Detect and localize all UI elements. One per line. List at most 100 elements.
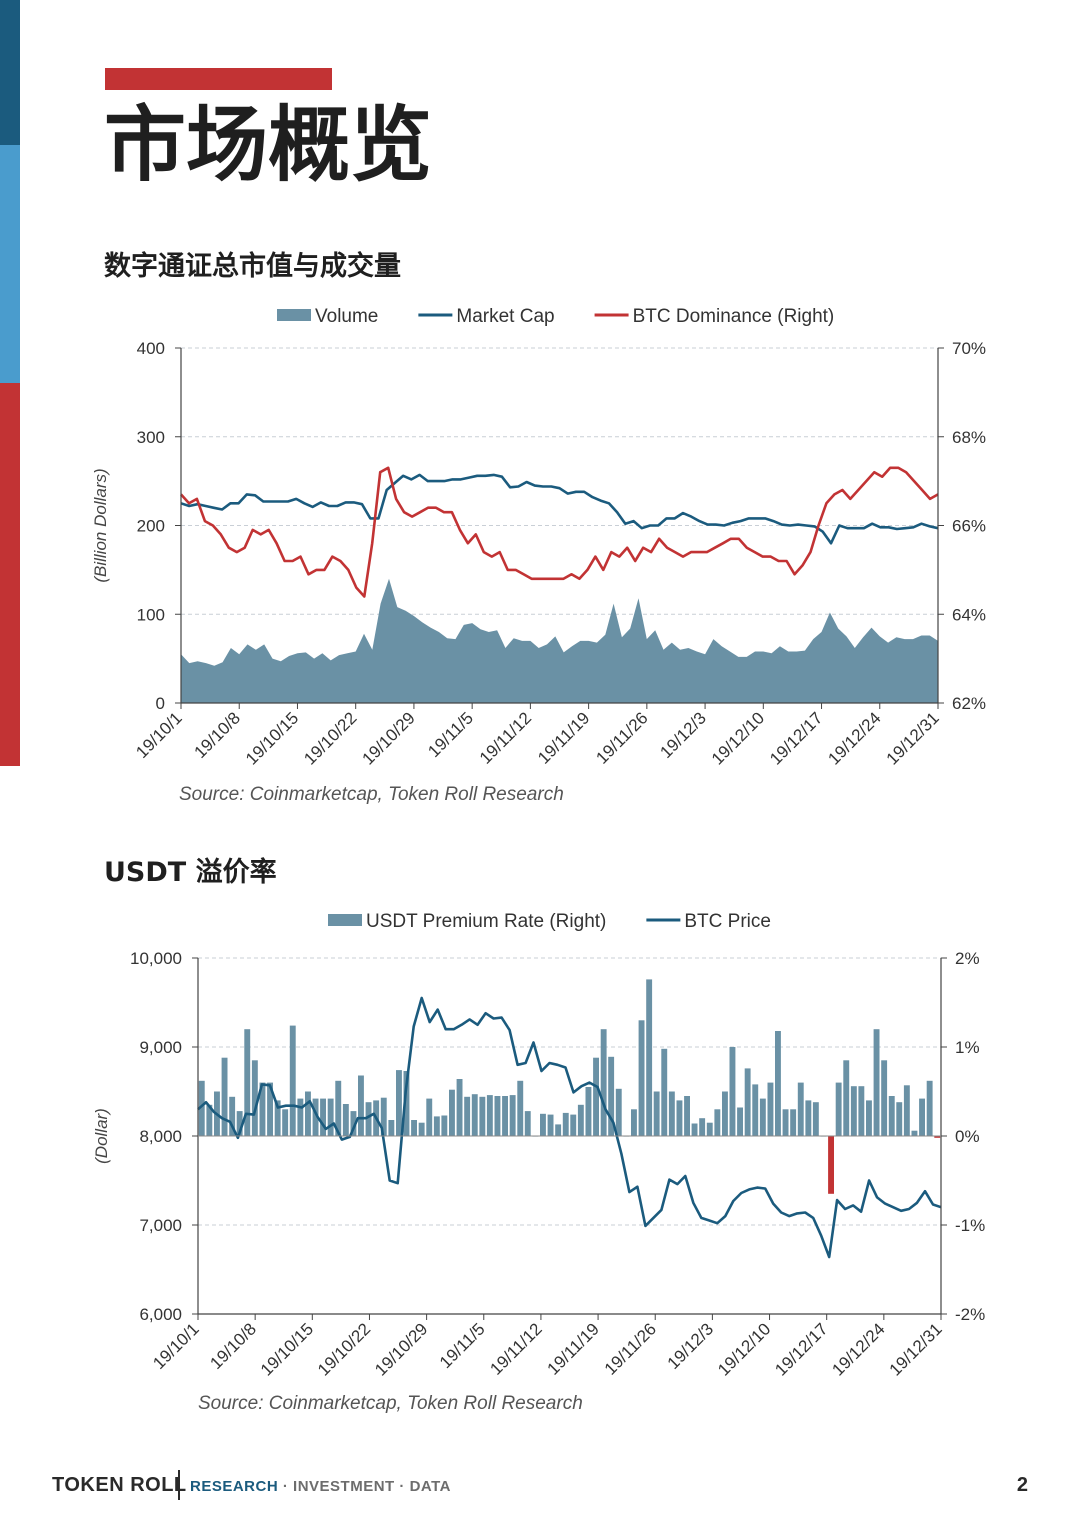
premium-bar bbox=[350, 1111, 357, 1136]
premium-bar bbox=[782, 1109, 789, 1136]
premium-bar bbox=[896, 1102, 903, 1136]
legend-swatch bbox=[328, 914, 362, 926]
premium-bar bbox=[388, 1120, 395, 1136]
premium-bar bbox=[540, 1113, 546, 1137]
premium-bar bbox=[873, 1029, 880, 1136]
premium-bar bbox=[509, 1095, 516, 1136]
premium-bar bbox=[502, 1096, 508, 1136]
premium-bar bbox=[312, 1098, 319, 1136]
premium-bar bbox=[653, 1091, 660, 1136]
premium-bar bbox=[380, 1097, 387, 1136]
y-tick-label: 8,000 bbox=[139, 1127, 182, 1146]
premium-bar bbox=[691, 1123, 698, 1136]
premium-bar bbox=[699, 1118, 706, 1136]
title-accent-bar bbox=[105, 68, 332, 90]
premium-bar bbox=[365, 1102, 372, 1136]
legend-label: Volume bbox=[315, 306, 378, 327]
premium-bar bbox=[335, 1080, 342, 1136]
premium-bar bbox=[881, 1060, 888, 1136]
y2-tick-label: 62% bbox=[952, 694, 986, 713]
premium-bar bbox=[547, 1114, 554, 1136]
tagline-separator-2: · bbox=[399, 1478, 405, 1495]
premium-bar bbox=[797, 1082, 804, 1136]
premium-bar bbox=[449, 1089, 455, 1136]
x-tick-label: 19/12/10 bbox=[714, 1319, 774, 1379]
premium-bar bbox=[282, 1109, 289, 1136]
premium-bar bbox=[661, 1048, 668, 1136]
legend-label: BTC Price bbox=[684, 911, 771, 932]
y-tick-label: 100 bbox=[137, 605, 165, 624]
premium-bar bbox=[722, 1091, 728, 1136]
premium-bar bbox=[835, 1082, 842, 1136]
y-axis-title: (Dollar) bbox=[92, 1108, 111, 1164]
premium-bar bbox=[608, 1056, 615, 1136]
premium-bar bbox=[327, 1098, 334, 1136]
btc-dominance-line bbox=[180, 466, 939, 598]
x-tick-label: 19/10/8 bbox=[206, 1319, 260, 1373]
x-tick-label: 19/10/15 bbox=[257, 1319, 317, 1379]
premium-bar bbox=[229, 1096, 236, 1136]
x-tick-label: 19/12/3 bbox=[664, 1319, 718, 1373]
premium-bar bbox=[244, 1029, 251, 1136]
y2-tick-label: 1% bbox=[955, 1038, 980, 1057]
premium-bar bbox=[456, 1079, 463, 1136]
y-tick-label: 6,000 bbox=[139, 1305, 182, 1324]
y2-tick-label: 0% bbox=[955, 1127, 980, 1146]
premium-bar bbox=[471, 1094, 478, 1136]
premium-bar bbox=[441, 1115, 448, 1136]
y-tick-label: 300 bbox=[137, 428, 165, 447]
usdt-premium-chart: 6,000 -2% 7,000 -1% 8,000 0% 9,000 1% 10,000 2% 19… bbox=[92, 911, 985, 1414]
premium-bar bbox=[403, 1071, 410, 1136]
y2-tick-label: 70% bbox=[952, 339, 986, 358]
premium-bar bbox=[828, 1136, 834, 1194]
premium-bar bbox=[714, 1109, 721, 1136]
premium-bar bbox=[206, 1104, 213, 1136]
x-tick-label: 19/10/29 bbox=[371, 1319, 431, 1379]
x-tick-label: 19/12/17 bbox=[771, 1319, 831, 1379]
chart2-title: USDT 溢价率 bbox=[104, 857, 277, 888]
premium-bar bbox=[911, 1130, 918, 1136]
x-tick-label: 19/11/5 bbox=[436, 1319, 489, 1372]
x-tick-label: 19/11/26 bbox=[601, 1319, 660, 1378]
premium-bar bbox=[752, 1084, 759, 1136]
market-cap-line bbox=[180, 473, 939, 545]
y2-tick-label: 64% bbox=[952, 605, 986, 624]
premium-bar bbox=[479, 1096, 486, 1136]
legend-label: USDT Premium Rate (Right) bbox=[366, 911, 606, 932]
y-axis-title: (Billion Dollars) bbox=[91, 468, 110, 582]
chart-source: Source: Coinmarketcap, Token Roll Resear… bbox=[198, 1393, 583, 1414]
premium-bar bbox=[320, 1098, 326, 1136]
premium-bar bbox=[305, 1091, 311, 1136]
x-tick-label: 19/12/31 bbox=[886, 1319, 946, 1379]
x-tick-label: 19/11/19 bbox=[544, 1319, 603, 1378]
premium-bar bbox=[411, 1120, 417, 1136]
premium-bar bbox=[267, 1082, 273, 1136]
premium-bar bbox=[555, 1124, 562, 1136]
premium-bar bbox=[919, 1098, 925, 1136]
premium-bar bbox=[668, 1091, 675, 1136]
premium-bar bbox=[433, 1116, 440, 1136]
premium-bar bbox=[638, 1020, 645, 1136]
premium-bar bbox=[486, 1095, 493, 1136]
premium-bar bbox=[221, 1057, 228, 1136]
premium-bar bbox=[426, 1098, 433, 1136]
premium-bar bbox=[259, 1082, 266, 1136]
premium-bar bbox=[198, 1080, 205, 1136]
premium-bar bbox=[418, 1122, 425, 1136]
premium-bar bbox=[775, 1031, 781, 1136]
premium-bar bbox=[646, 979, 653, 1136]
premium-bar bbox=[600, 1029, 607, 1136]
tagline-research: RESEARCH bbox=[190, 1478, 279, 1495]
premium-bar bbox=[805, 1100, 812, 1136]
premium-bar bbox=[593, 1057, 599, 1136]
legend-label: BTC Dominance (Right) bbox=[633, 306, 835, 327]
y-tick-label: 10,000 bbox=[130, 949, 182, 968]
x-tick-label: 19/10/1 bbox=[149, 1319, 203, 1373]
y2-tick-label: -1% bbox=[955, 1216, 985, 1235]
premium-bar bbox=[767, 1082, 774, 1136]
premium-bar bbox=[866, 1100, 872, 1136]
premium-bar bbox=[729, 1047, 736, 1136]
brand-stripe-navy bbox=[0, 0, 20, 145]
premium-bar bbox=[888, 1096, 895, 1136]
premium-bar bbox=[790, 1109, 797, 1136]
